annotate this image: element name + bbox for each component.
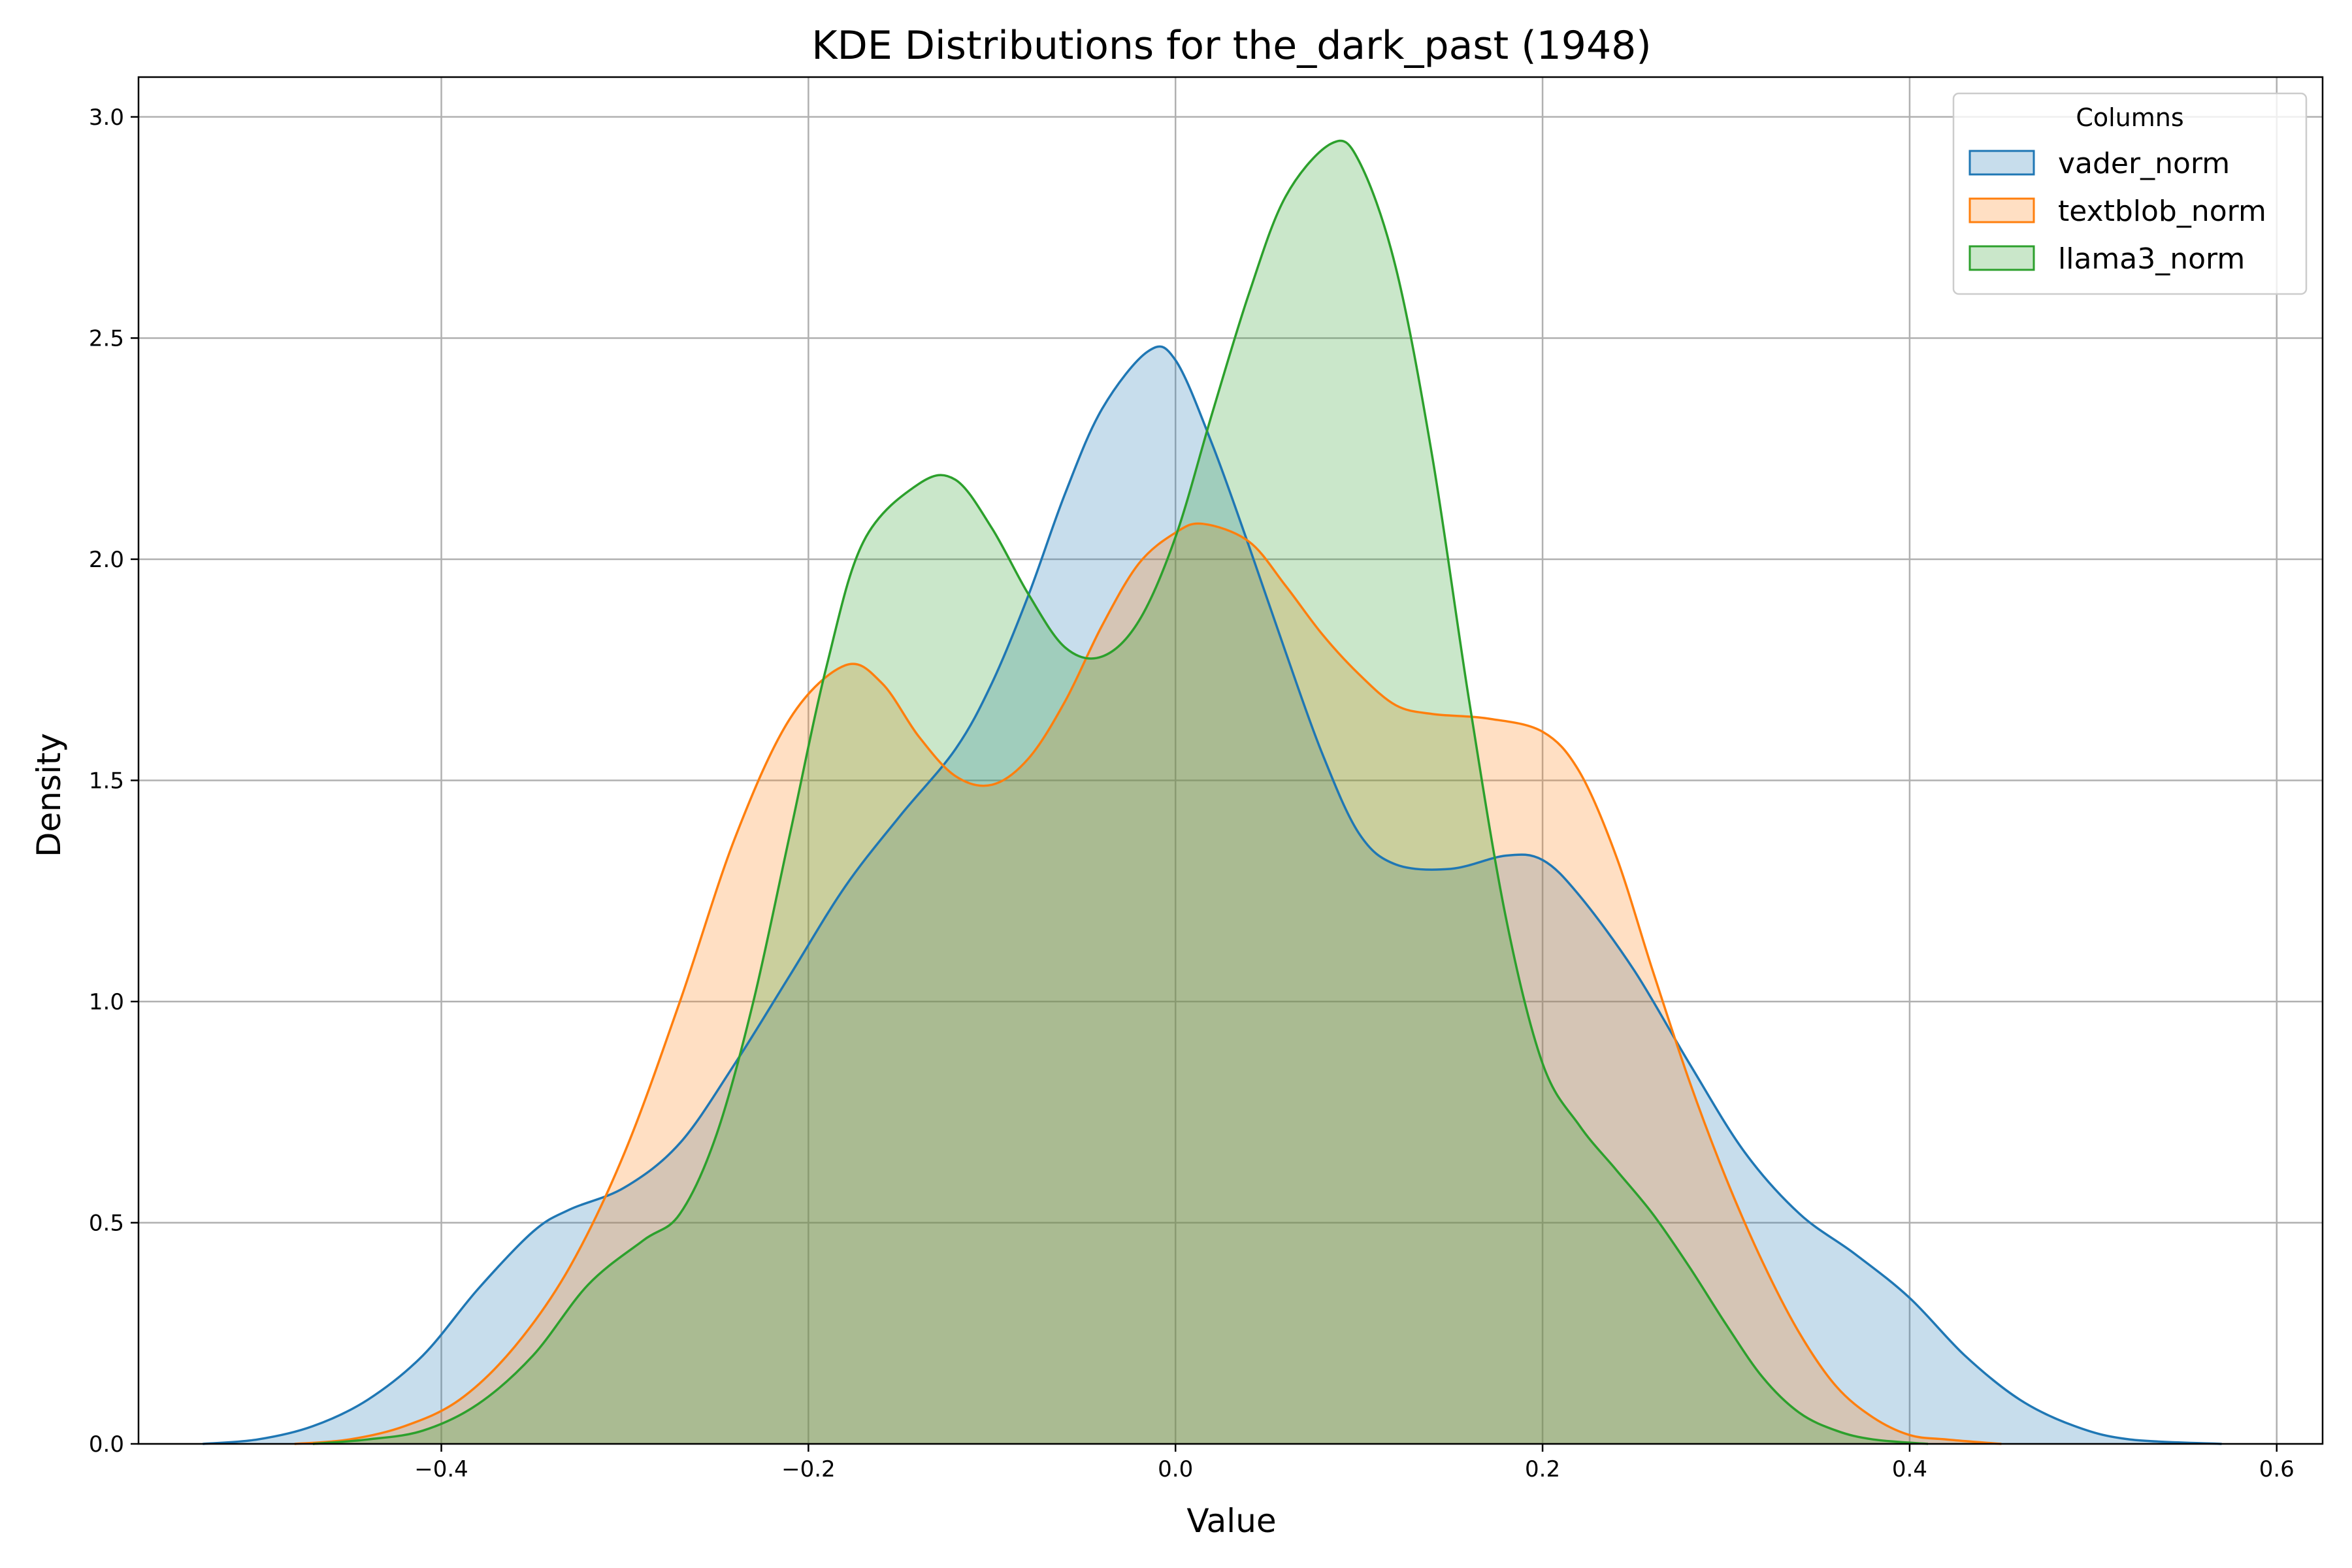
legend-items: vader_norm textblob_norm llama3_norm xyxy=(1968,147,2266,276)
chart-title: KDE Distributions for the_dark_past (194… xyxy=(811,23,1651,69)
legend-box xyxy=(1952,92,2308,295)
legend-label-textblob_norm: textblob_norm xyxy=(2058,195,2266,228)
y-tick-label: 1.0 xyxy=(89,989,124,1015)
legend-swatch-textblob_norm xyxy=(1968,197,2035,223)
grid xyxy=(139,77,2323,1445)
density-area-textblob_norm xyxy=(294,523,2002,1445)
legend-label-llama3_norm: llama3_norm xyxy=(2058,242,2245,276)
y-tick-label: 2.0 xyxy=(89,547,124,573)
legend: Columns vader_norm textblob_norm llama3_no… xyxy=(1952,92,2308,295)
x-tick-label: 0.4 xyxy=(1892,1456,1927,1482)
density-line-textblob_norm xyxy=(294,522,2002,1445)
legend-swatch-llama3_norm xyxy=(1968,245,2035,271)
density-area-vader_norm xyxy=(203,346,2222,1445)
plot-frame xyxy=(137,76,2324,1445)
legend-title: Columns xyxy=(2076,103,2183,132)
ticks: −0.4 −0.2 0.0 0.2 0.4 0.6 0.0 0.5 1.0 1.5 2.0 2.5 3.… xyxy=(89,105,2295,1482)
density-area-llama3_norm xyxy=(312,140,1929,1445)
legend-label-vader_norm: vader_norm xyxy=(2058,147,2230,180)
density-line-vader_norm xyxy=(203,345,2222,1445)
y-axis-title: Density xyxy=(30,733,68,857)
y-tick-label: 0.5 xyxy=(89,1210,124,1236)
x-tick-label: 0.0 xyxy=(1158,1456,1193,1482)
x-tick-label: 0.2 xyxy=(1525,1456,1560,1482)
x-axis-title: Value xyxy=(1186,1502,1276,1540)
y-tick-label: 0.0 xyxy=(89,1431,124,1458)
density-line-llama3_norm xyxy=(312,139,1929,1445)
x-tick-label: −0.4 xyxy=(414,1456,468,1482)
legend-swatch-vader_norm xyxy=(1968,150,2035,176)
y-tick-label: 1.5 xyxy=(89,768,124,794)
x-tick-label: 0.6 xyxy=(2259,1456,2295,1482)
density-lines xyxy=(203,139,2222,1445)
density-areas xyxy=(203,140,2222,1445)
y-tick-label: 3.0 xyxy=(89,105,124,131)
y-tick-label: 2.5 xyxy=(89,325,124,351)
x-tick-label: −0.2 xyxy=(781,1456,836,1482)
